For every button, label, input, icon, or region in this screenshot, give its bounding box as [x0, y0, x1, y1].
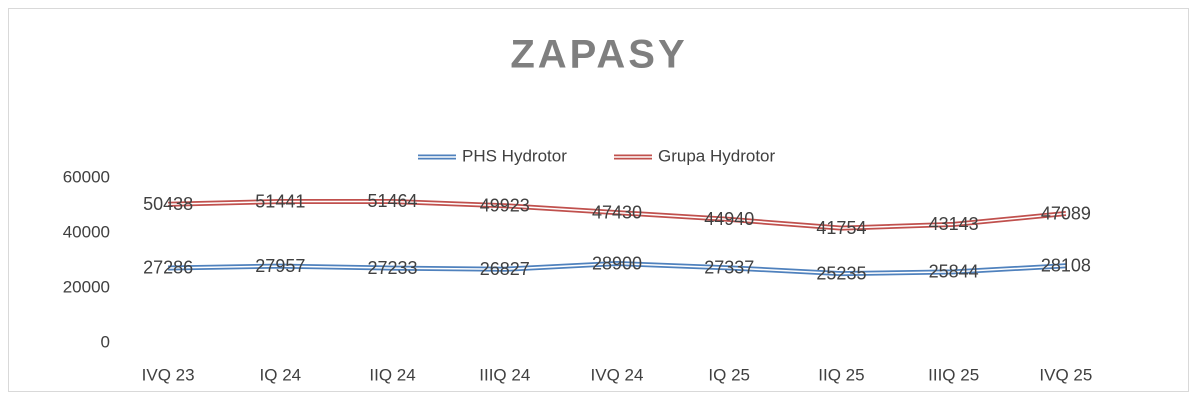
x-tick-label: IQ 24 [260, 365, 302, 384]
data-label: 28108 [1041, 255, 1091, 275]
x-tick-label: IVQ 25 [1039, 365, 1092, 384]
y-tick-label: 60000 [63, 167, 110, 186]
data-label: 25235 [816, 263, 866, 283]
data-label: 27233 [368, 258, 418, 278]
chart-border [8, 8, 1189, 392]
y-tick-label: 20000 [63, 277, 110, 296]
data-label: 27337 [704, 258, 754, 278]
chart-title: ZAPASY [510, 33, 687, 77]
x-tick-label: IIQ 25 [818, 365, 864, 384]
data-label: 28900 [592, 253, 642, 273]
x-tick-label: IIIQ 24 [479, 365, 530, 384]
x-tick-label: IVQ 24 [591, 365, 644, 384]
legend-label: Grupa Hydrotor [658, 146, 775, 165]
data-label: 44940 [704, 209, 754, 229]
data-label: 47089 [1041, 203, 1091, 223]
data-label: 41754 [816, 218, 866, 238]
x-tick-label: IIQ 24 [369, 365, 415, 384]
data-label: 27957 [255, 256, 305, 276]
x-tick-label: IQ 25 [708, 365, 750, 384]
data-label: 25844 [929, 262, 979, 282]
data-label: 50438 [143, 194, 193, 214]
x-tick-label: IVQ 23 [142, 365, 195, 384]
y-tick-label: 40000 [63, 222, 110, 241]
data-label: 26827 [480, 259, 530, 279]
data-label: 49923 [480, 195, 530, 215]
y-tick-label: 0 [101, 332, 110, 351]
legend-label: PHS Hydrotor [462, 146, 567, 165]
x-tick-label: IIIQ 25 [928, 365, 979, 384]
series-line-inner [168, 262, 1066, 275]
data-label: 51441 [255, 191, 305, 211]
data-label: 51464 [368, 191, 418, 211]
data-label: 47430 [592, 202, 642, 222]
data-label: 43143 [929, 214, 979, 234]
data-label: 27286 [143, 258, 193, 278]
series-line-inner [168, 200, 1066, 229]
